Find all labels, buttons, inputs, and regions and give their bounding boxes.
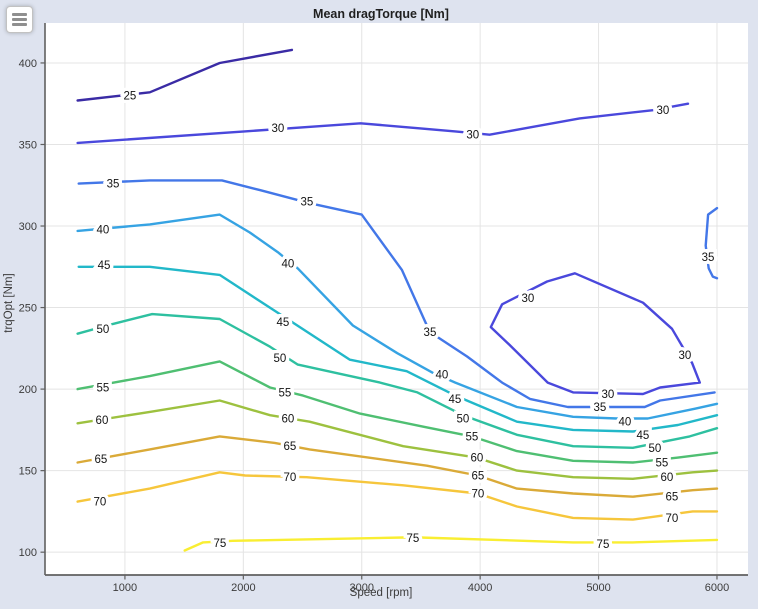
contour-line-30 (489, 272, 701, 396)
chart-title: Mean dragTorque [Nm] (313, 7, 449, 21)
y-tick-label: 200 (19, 384, 37, 396)
contour-line-30 (76, 102, 690, 145)
contour-label: 30 (272, 123, 285, 135)
contour-label: 75 (597, 539, 610, 551)
plot-background (45, 23, 748, 575)
contour-label: 65 (94, 454, 107, 466)
hamburger-icon (12, 13, 27, 26)
contour-label: 75 (213, 538, 226, 550)
contour-line-70 (76, 471, 719, 521)
contour-label: 30 (656, 105, 669, 117)
contour-label: 60 (96, 415, 109, 427)
contour-label: 70 (665, 513, 678, 525)
contour-line-35 (77, 179, 716, 409)
contour-label: 60 (470, 453, 483, 465)
menu-button[interactable] (6, 6, 33, 33)
x-tick-label: 6000 (705, 582, 729, 594)
contour-label: 50 (456, 413, 469, 425)
contour-label: 55 (656, 457, 669, 469)
contour-label: 30 (521, 293, 534, 305)
x-axis-label: Speed [rpm] (349, 587, 413, 599)
contour-label: 30 (466, 130, 479, 142)
contour-label: 35 (301, 197, 314, 209)
x-tick-label: 3000 (350, 582, 374, 594)
x-tick-label: 5000 (586, 582, 610, 594)
contour-label: 45 (98, 260, 111, 272)
y-axis-label: trqOpt [Nm] (3, 273, 15, 333)
contour-label: 45 (449, 394, 462, 406)
contour-label: 30 (602, 389, 615, 401)
y-tick-label: 100 (19, 547, 37, 559)
contour-label: 40 (97, 224, 110, 236)
contour-label: 50 (649, 443, 662, 455)
y-tick-label: 300 (19, 221, 37, 233)
contour-label: 35 (702, 252, 715, 264)
y-tick-label: 250 (19, 303, 37, 315)
x-tick-label: 4000 (468, 582, 492, 594)
contour-label: 35 (107, 179, 120, 191)
contour-label: 60 (660, 472, 673, 484)
contour-line-35 (704, 206, 719, 280)
contour-label: 50 (274, 353, 287, 365)
y-tick-label: 150 (19, 466, 37, 478)
contour-label: 65 (665, 492, 678, 504)
contour-label: 65 (472, 471, 485, 483)
contour-label: 25 (124, 91, 137, 103)
contour-line-55 (76, 360, 719, 464)
contour-label: 55 (97, 382, 110, 394)
contour-line-45 (77, 265, 719, 433)
contour-label: 45 (636, 430, 649, 442)
contour-line-40 (76, 213, 719, 420)
contour-label: 55 (465, 431, 478, 443)
contour-line-60 (76, 399, 719, 480)
contour-label: 40 (281, 259, 294, 271)
x-tick-label: 2000 (231, 582, 255, 594)
contour-label: 70 (472, 488, 485, 500)
contour-label: 65 (283, 441, 296, 453)
contour-label: 55 (279, 387, 292, 399)
contour-label: 35 (424, 327, 437, 339)
contour-line-25 (76, 48, 294, 102)
contour-label: 30 (678, 350, 691, 362)
contour-label: 60 (281, 413, 294, 425)
x-tick-label: 1000 (113, 582, 137, 594)
contour-line-50 (76, 312, 719, 449)
contour-label: 40 (618, 417, 631, 429)
contour-label: 50 (97, 324, 110, 336)
contour-label: 75 (407, 533, 420, 545)
contour-label: 35 (593, 402, 606, 414)
contour-label: 45 (276, 317, 289, 329)
contour-label: 70 (94, 497, 107, 509)
y-tick-label: 350 (19, 139, 37, 151)
contour-label: 40 (436, 369, 449, 381)
contour-line-65 (76, 435, 719, 498)
contour-label: 70 (283, 472, 296, 484)
y-tick-label: 400 (19, 58, 37, 70)
contour-line-75 (183, 536, 719, 552)
